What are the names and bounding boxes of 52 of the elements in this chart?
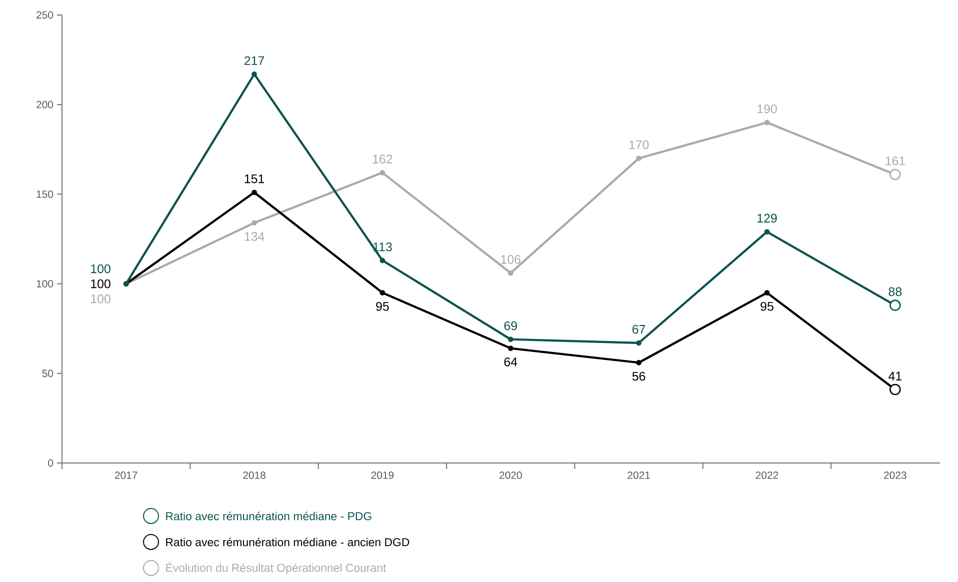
data-label: 100 (91, 279, 110, 288)
data-label: 56 (632, 372, 646, 381)
data-label: 95 (376, 302, 389, 311)
point (764, 290, 770, 296)
legend-label: Ratio avec rémunération médiane - ancien DGD (166, 538, 410, 546)
x-tick-label: 2023 (884, 472, 906, 479)
point (380, 170, 386, 176)
data-label: 161 (886, 156, 905, 166)
point (252, 190, 257, 196)
x-tick-label: 2018 (243, 472, 266, 479)
point (764, 120, 770, 126)
point (380, 258, 386, 264)
data-label: 190 (758, 104, 777, 114)
y-tick-label: 0 (48, 459, 54, 467)
data-label: 88 (888, 287, 902, 296)
data-label: 217 (244, 56, 264, 65)
x-tick-label: 2020 (500, 472, 522, 479)
legend-label: Évolution du Résultat Opérationnel Courant (166, 562, 386, 574)
data-label: 106 (501, 255, 520, 264)
point (636, 360, 642, 366)
data-label: 64 (504, 358, 518, 366)
x-tick-label: 2017 (114, 472, 138, 479)
y-tick-label: 100 (36, 280, 54, 288)
point (636, 156, 642, 162)
x-tick-label: 2019 (371, 472, 394, 479)
data-label: 134 (244, 232, 264, 241)
data-label: 113 (373, 242, 392, 252)
x-tick-label: 2022 (756, 472, 778, 479)
data-label: 100 (91, 264, 110, 274)
point (252, 71, 257, 77)
point (252, 220, 257, 226)
point (508, 346, 514, 351)
data-label: 95 (760, 302, 774, 311)
y-tick-label: 200 (36, 100, 54, 108)
x-tick-label: 2021 (628, 472, 650, 479)
y-tick-label: 150 (36, 190, 54, 198)
point (380, 290, 386, 296)
point (636, 340, 642, 346)
data-label: 69 (504, 321, 517, 330)
data-label: 67 (632, 324, 646, 334)
y-tick-label: 250 (36, 11, 54, 19)
point (508, 336, 514, 342)
data-label: 100 (91, 294, 110, 304)
point (508, 270, 514, 276)
legend-label: Ratio avec rémunération médiane - PDG (166, 512, 372, 520)
data-label: 151 (244, 174, 264, 184)
y-tick-label: 50 (42, 370, 54, 378)
data-label: 129 (758, 214, 777, 223)
point (764, 229, 770, 235)
data-label: 41 (888, 372, 902, 380)
data-label: 170 (629, 140, 649, 150)
data-label: 162 (373, 154, 392, 164)
